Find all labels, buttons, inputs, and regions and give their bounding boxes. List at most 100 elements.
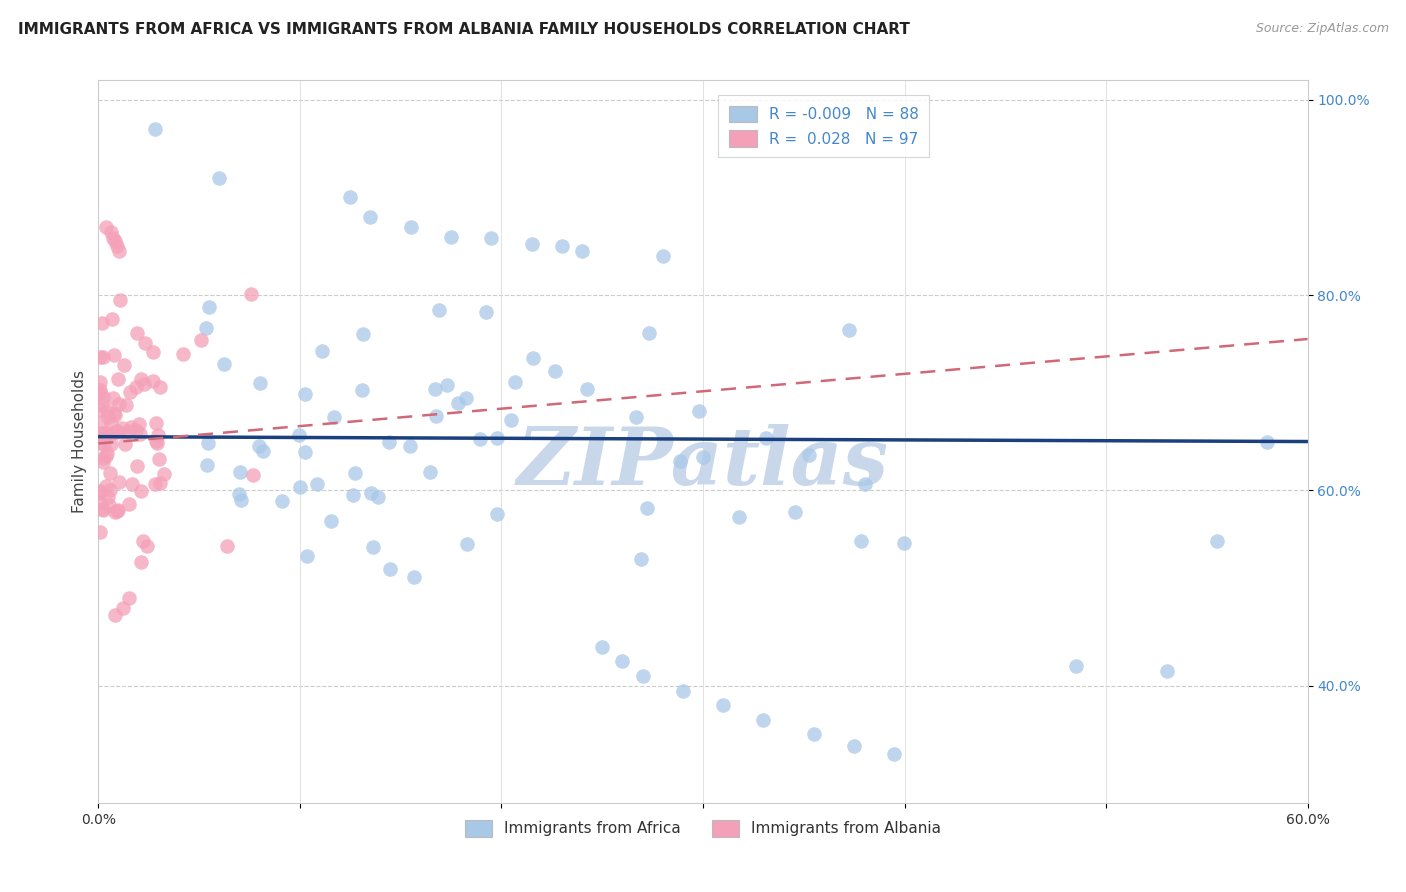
Point xyxy=(485,507,508,521)
Point xyxy=(352,326,374,341)
Point xyxy=(440,229,463,244)
Point xyxy=(240,287,263,301)
Legend: Immigrants from Africa, Immigrants from Albania: Immigrants from Africa, Immigrants from … xyxy=(456,811,950,846)
Point xyxy=(125,380,148,394)
Point xyxy=(1206,534,1229,549)
Point xyxy=(91,502,114,516)
Point xyxy=(91,415,114,429)
Point xyxy=(89,375,111,389)
Point xyxy=(96,478,118,492)
Point xyxy=(96,404,118,418)
Point xyxy=(94,426,117,441)
Point xyxy=(142,375,165,389)
Point xyxy=(520,237,543,252)
Point xyxy=(229,493,252,508)
Point xyxy=(427,303,450,318)
Point xyxy=(149,476,172,491)
Point xyxy=(98,498,121,512)
Y-axis label: Family Households: Family Households xyxy=(72,370,87,513)
Text: IMMIGRANTS FROM AFRICA VS IMMIGRANTS FROM ALBANIA FAMILY HOUSEHOLDS CORRELATION : IMMIGRANTS FROM AFRICA VS IMMIGRANTS FRO… xyxy=(18,22,910,37)
Text: Source: ZipAtlas.com: Source: ZipAtlas.com xyxy=(1256,22,1389,36)
Point xyxy=(352,383,374,397)
Point xyxy=(190,333,212,347)
Point xyxy=(669,453,692,467)
Point xyxy=(111,600,134,615)
Point xyxy=(89,350,111,364)
Point xyxy=(89,524,111,539)
Point xyxy=(132,377,155,392)
Point xyxy=(319,515,342,529)
Point xyxy=(630,552,652,566)
Point xyxy=(129,483,152,498)
Point xyxy=(797,448,820,462)
Point xyxy=(195,458,218,472)
Point xyxy=(107,371,129,385)
Point xyxy=(108,475,131,490)
Point xyxy=(114,437,136,451)
Point xyxy=(134,335,156,350)
Point xyxy=(104,505,127,519)
Point xyxy=(89,385,111,400)
Point xyxy=(378,562,401,576)
Point xyxy=(485,431,508,445)
Point xyxy=(470,432,492,446)
Point xyxy=(89,495,111,509)
Point xyxy=(475,305,498,319)
Point xyxy=(456,537,478,551)
Point xyxy=(142,344,165,359)
Point xyxy=(249,376,271,391)
Point xyxy=(378,435,401,450)
Point xyxy=(785,505,807,519)
Point xyxy=(242,468,264,483)
Point xyxy=(197,435,219,450)
Point xyxy=(323,410,346,425)
Point xyxy=(111,420,134,434)
Point xyxy=(419,466,441,480)
Point xyxy=(91,450,114,465)
Point xyxy=(101,231,124,245)
Point xyxy=(571,244,593,259)
Point xyxy=(360,210,382,224)
Point xyxy=(172,347,194,361)
Point xyxy=(228,487,250,501)
Point xyxy=(551,239,574,253)
Point xyxy=(638,326,661,340)
Point xyxy=(89,486,111,500)
Point xyxy=(107,504,129,518)
Point xyxy=(104,408,127,422)
Point xyxy=(195,321,218,335)
Point xyxy=(101,391,124,405)
Point xyxy=(105,424,128,438)
Point xyxy=(294,387,316,401)
Point xyxy=(91,350,114,364)
Point xyxy=(89,483,111,498)
Point xyxy=(103,235,125,249)
Point xyxy=(711,698,734,713)
Point xyxy=(91,391,114,405)
Point xyxy=(91,455,114,469)
Point xyxy=(89,402,111,417)
Point xyxy=(112,358,135,372)
Point xyxy=(425,409,447,423)
Point xyxy=(575,382,598,396)
Point xyxy=(143,122,166,136)
Point xyxy=(399,439,422,453)
Point xyxy=(883,747,905,761)
Point xyxy=(363,540,385,554)
Point xyxy=(591,640,613,654)
Point xyxy=(624,410,647,425)
Point xyxy=(90,426,112,441)
Point xyxy=(851,534,873,549)
Point xyxy=(212,358,235,372)
Point xyxy=(145,477,167,491)
Point xyxy=(893,536,915,550)
Point xyxy=(1064,659,1087,673)
Point xyxy=(96,446,118,460)
Point xyxy=(118,591,141,605)
Point xyxy=(145,435,167,450)
Point xyxy=(96,219,118,234)
Point xyxy=(89,436,111,450)
Point xyxy=(131,555,153,569)
Point xyxy=(100,417,122,431)
Point xyxy=(612,654,634,668)
